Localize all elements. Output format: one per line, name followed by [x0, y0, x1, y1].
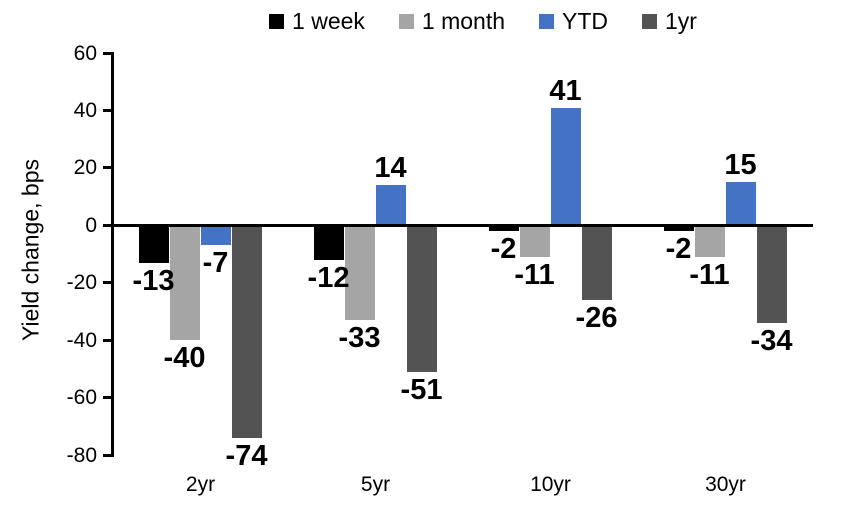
y-tick-label: -40 [66, 328, 97, 352]
data-label-1-month-2yr: -40 [163, 342, 206, 375]
bar-1yr-30yr [756, 225, 787, 323]
legend-item-1-month: 1 month [398, 8, 506, 35]
data-label-1-week-2yr: -13 [132, 264, 175, 297]
bar-1-month-5yr [344, 225, 375, 321]
y-tick-mark [103, 338, 111, 342]
category-label-10yr: 10yr [530, 473, 571, 496]
bar-1-month-2yr [169, 225, 200, 341]
chart-legend: 1 week 1 month YTD 1yr [113, 8, 852, 35]
y-tick-label: 40 [73, 98, 97, 122]
bar-1-month-30yr [694, 225, 725, 257]
data-label-ytd-10yr: 41 [549, 74, 582, 107]
bar-1-month-10yr [519, 225, 550, 257]
y-tick-mark [103, 453, 111, 457]
legend-swatch-1-week-icon [269, 14, 285, 29]
bar-ytd-10yr [550, 107, 581, 226]
y-tick-label: -60 [66, 386, 97, 410]
bar-1yr-5yr [406, 225, 437, 372]
data-label-1yr-30yr: -34 [750, 324, 793, 357]
legend-item-ytd: YTD [539, 8, 608, 35]
bar-1-week-5yr [313, 225, 344, 260]
bar-1yr-2yr [231, 225, 262, 438]
y-tick-mark [103, 396, 111, 400]
y-tick-label: -80 [66, 443, 97, 467]
legend-swatch-1yr-icon [642, 14, 658, 29]
category-label-30yr: 30yr [705, 473, 746, 496]
y-tick-mark [103, 166, 111, 170]
y-tick-mark [103, 51, 111, 55]
category-label-2yr: 2yr [185, 473, 216, 496]
data-label-ytd-5yr: 14 [374, 152, 407, 185]
data-label-ytd-30yr: 15 [724, 149, 757, 182]
legend-swatch-1-month-icon [398, 14, 414, 29]
x-axis-zero-line [111, 223, 813, 227]
y-tick-label: 60 [73, 41, 97, 65]
y-tick-label: 0 [85, 213, 97, 237]
legend-swatch-ytd-icon [539, 14, 555, 29]
bar-ytd-30yr [725, 182, 756, 226]
data-label-ytd-2yr: -7 [202, 247, 229, 280]
y-tick-mark [103, 108, 111, 112]
data-label-1-month-30yr: -11 [689, 258, 730, 291]
data-label-1-week-10yr: -2 [490, 233, 517, 265]
category-label-5yr: 5yr [360, 473, 391, 496]
legend-label: 1 week [292, 8, 365, 34]
data-label-1yr-10yr: -26 [575, 301, 618, 334]
data-label-1-month-5yr: -33 [338, 322, 381, 354]
legend-item-1yr: 1yr [642, 8, 697, 35]
bar-ytd-5yr [375, 185, 406, 226]
data-label-1-month-10yr: -11 [514, 258, 555, 291]
y-tick-mark [103, 281, 111, 285]
bar-ytd-2yr [200, 225, 231, 246]
y-tick-label: 20 [73, 156, 97, 180]
legend-label: 1 month [421, 8, 506, 34]
data-label-1-week-30yr: -2 [665, 233, 692, 265]
data-label-1yr-2yr: -74 [225, 439, 268, 472]
bar-1yr-10yr [581, 225, 612, 300]
bar-1-week-2yr [138, 225, 169, 263]
y-tick-label: -20 [66, 271, 97, 295]
data-label-1yr-5yr: -51 [400, 373, 443, 406]
legend-label: YTD [562, 8, 609, 34]
data-label-1-week-5yr: -12 [307, 261, 350, 294]
y-axis-line [111, 52, 114, 457]
y-tick-mark [103, 223, 111, 227]
legend-item-1-week: 1 week [269, 8, 365, 35]
bar-1-week-30yr [663, 225, 694, 231]
bar-1-week-10yr [488, 225, 519, 231]
legend-label: 1yr [665, 8, 697, 34]
